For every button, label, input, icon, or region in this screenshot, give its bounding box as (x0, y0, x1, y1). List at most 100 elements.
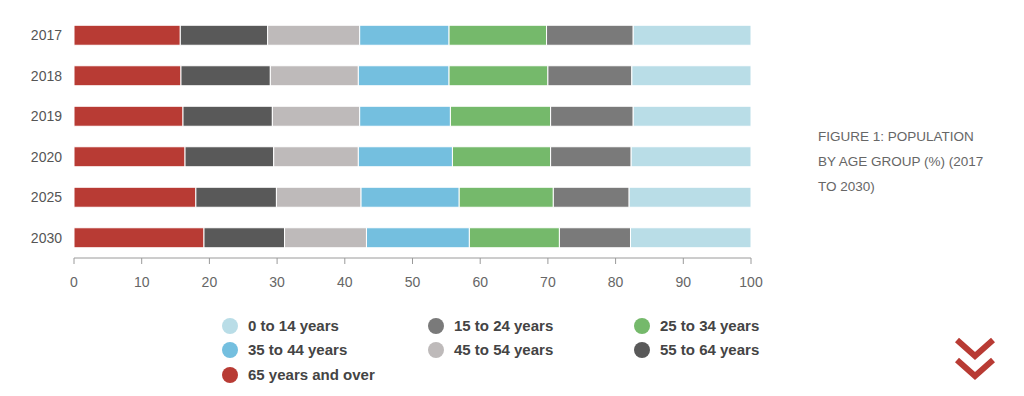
category-label: 2017 (31, 27, 62, 43)
legend-entry: 45 to 54 years (428, 341, 553, 358)
x-tick (615, 258, 616, 264)
legend-entry: 55 to 64 years (634, 341, 759, 358)
bar-segment (358, 66, 449, 86)
bar-segment (449, 66, 548, 86)
bar-segment (469, 228, 559, 248)
legend-label: 35 to 44 years (248, 341, 347, 358)
bar-segment (366, 228, 469, 248)
category-label: 2019 (31, 108, 62, 124)
legend-swatch (428, 342, 444, 358)
x-tick-label: 100 (739, 274, 763, 290)
legend-swatch (222, 318, 238, 334)
bar-segment (285, 228, 367, 248)
legend-label: 0 to 14 years (248, 317, 339, 334)
legend-label: 15 to 24 years (454, 317, 553, 334)
bar-segment (204, 228, 285, 248)
legend-swatch (634, 342, 650, 358)
legend-entry: 25 to 34 years (634, 317, 759, 334)
bar-segment (547, 25, 634, 45)
bar-segment (450, 106, 550, 126)
title-line: FIGURE 1: POPULATION (818, 129, 974, 144)
chevron (957, 360, 993, 376)
bar-segment (630, 228, 751, 248)
bar-segment (270, 66, 358, 86)
bar-segment (551, 106, 634, 126)
x-tick (683, 258, 684, 264)
bar-segment (449, 25, 546, 45)
bar-segment (74, 228, 204, 248)
x-tick-label: 80 (608, 274, 624, 290)
legend-entry: 65 years and over (222, 366, 375, 383)
x-tick-label: 70 (540, 274, 556, 290)
chevron-icon (957, 340, 993, 376)
x-tick (412, 258, 413, 264)
legend-entry: 0 to 14 years (222, 317, 339, 334)
bar-segment (459, 187, 553, 207)
category-label: 2025 (31, 189, 62, 205)
bar-segment (185, 147, 274, 167)
bar-segment (629, 187, 751, 207)
legend-entry: 35 to 44 years (222, 341, 347, 358)
bar-segment (632, 66, 751, 86)
bar-segment (553, 187, 629, 207)
bar-segment (181, 66, 270, 86)
bar-segment (358, 147, 452, 167)
title: FIGURE 1: POPULATION BY AGE GROUP (%) (20… (818, 129, 983, 194)
legend-label: 55 to 64 years (660, 341, 759, 358)
x-tick-label: 50 (405, 274, 421, 290)
bar-segment (74, 66, 181, 86)
category-label: 2020 (31, 149, 62, 165)
legend-swatch (634, 318, 650, 334)
bar-segment (180, 25, 267, 45)
bar-segment (74, 25, 180, 45)
bar-segment (452, 147, 550, 167)
category-label: 2030 (31, 230, 62, 246)
bar-segment (276, 187, 361, 207)
bar-segment (272, 106, 359, 126)
legend-label: 65 years and over (248, 366, 375, 383)
bar-segment (551, 147, 632, 167)
bar-segment (74, 106, 183, 126)
title-line: TO 2030) (818, 179, 875, 194)
legend-swatch (222, 367, 238, 383)
x-tick-label: 20 (202, 274, 218, 290)
category-label: 2018 (31, 68, 62, 84)
bar-segment (633, 25, 751, 45)
x-tick (547, 258, 548, 264)
bar-segment (183, 106, 272, 126)
legend-swatch (428, 318, 444, 334)
x-tick-label: 10 (134, 274, 150, 290)
x-tick (344, 258, 345, 264)
x-tick (277, 258, 278, 264)
bars (74, 25, 751, 248)
x-tick (480, 258, 481, 264)
bar-segment (360, 106, 451, 126)
x-tick (141, 258, 142, 264)
bar-segment (74, 187, 196, 207)
bar-segment (633, 106, 751, 126)
bar-segment (361, 187, 459, 207)
chevron (957, 340, 993, 356)
legend-entry: 15 to 24 years (428, 317, 553, 334)
bar-segment (360, 25, 449, 45)
bar-segment (268, 25, 360, 45)
x-tick-label: 60 (472, 274, 488, 290)
x-tick (751, 258, 752, 264)
x-tick-label: 30 (269, 274, 285, 290)
x-tick (209, 258, 210, 264)
bar-segment (559, 228, 630, 248)
title-line: BY AGE GROUP (%) (2017 (818, 154, 983, 169)
bar-segment (548, 66, 632, 86)
bar-segment (631, 147, 751, 167)
x-tick-label: 0 (70, 274, 78, 290)
x-tick (74, 258, 75, 264)
bar-segment (196, 187, 277, 207)
chart: 2017201820192020202520300102030405060708… (0, 0, 1024, 396)
legend-label: 45 to 54 years (454, 341, 553, 358)
bar-segment (274, 147, 359, 167)
x-tick-label: 40 (337, 274, 353, 290)
legend-swatch (222, 342, 238, 358)
x-tick-label: 90 (676, 274, 692, 290)
bar-segment (74, 147, 185, 167)
legend-label: 25 to 34 years (660, 317, 759, 334)
